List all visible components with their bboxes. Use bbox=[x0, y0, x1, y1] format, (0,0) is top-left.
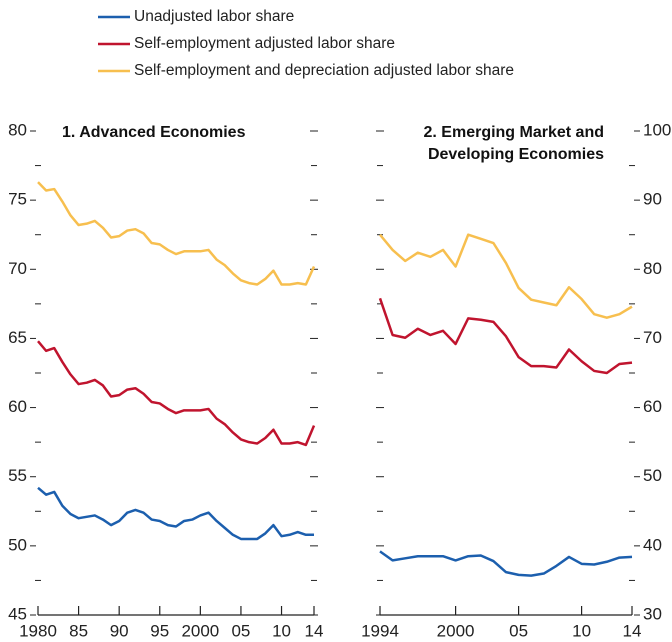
x-tick-label: 2000 bbox=[181, 621, 219, 640]
y-tick-label: 90 bbox=[643, 190, 662, 209]
x-tick-label: 14 bbox=[305, 621, 324, 640]
legend-label: Unadjusted labor share bbox=[134, 8, 294, 25]
series-line bbox=[37, 486, 314, 541]
legend-label: Self-employment adjusted labor share bbox=[134, 35, 395, 52]
x-tick-label: 95 bbox=[150, 621, 169, 640]
x-tick-label: 2000 bbox=[437, 621, 475, 640]
panel-title: 1. Advanced Economies bbox=[62, 124, 246, 141]
x-tick-label: 14 bbox=[623, 621, 642, 640]
series-line bbox=[379, 233, 633, 319]
legend-label: Self-employment and depreciation adjuste… bbox=[134, 62, 514, 79]
y-tick-label: 60 bbox=[8, 397, 27, 416]
x-tick-label: 1994 bbox=[361, 621, 399, 640]
y-tick-label: 80 bbox=[643, 259, 662, 278]
y-tick-label: 50 bbox=[643, 466, 662, 485]
series-line bbox=[378, 297, 633, 375]
x-tick-label: 85 bbox=[69, 621, 88, 640]
y-tick-label: 100 bbox=[643, 120, 671, 139]
y-tick-label: 70 bbox=[643, 328, 662, 347]
series-line bbox=[379, 550, 633, 577]
y-tick-label: 50 bbox=[8, 535, 27, 554]
x-tick-label: 05 bbox=[509, 621, 528, 640]
y-tick-label: 80 bbox=[8, 120, 27, 139]
x-tick-label: 10 bbox=[572, 621, 591, 640]
y-tick-label: 40 bbox=[643, 535, 662, 554]
y-tick-label: 45 bbox=[8, 604, 27, 623]
x-tick-label: 10 bbox=[272, 621, 291, 640]
y-tick-label: 60 bbox=[643, 397, 662, 416]
series-line bbox=[37, 340, 316, 447]
x-tick-label: 1980 bbox=[19, 621, 57, 640]
y-tick-label: 70 bbox=[8, 259, 27, 278]
y-tick-label: 30 bbox=[643, 604, 662, 623]
y-tick-label: 55 bbox=[8, 466, 27, 485]
panel-title: 2. Emerging Market and Developing Econom… bbox=[423, 124, 605, 163]
y-tick-label: 75 bbox=[8, 190, 27, 209]
x-tick-label: 90 bbox=[110, 621, 129, 640]
series-line bbox=[37, 181, 316, 286]
x-tick-label: 05 bbox=[231, 621, 250, 640]
y-tick-label: 65 bbox=[8, 328, 27, 347]
